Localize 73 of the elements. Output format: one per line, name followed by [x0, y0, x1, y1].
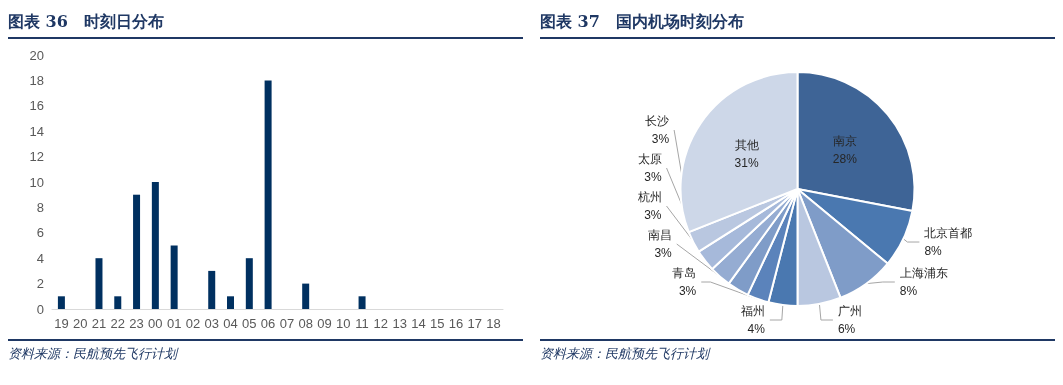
bar: [358, 296, 366, 309]
data-label: 3%: [678, 284, 697, 298]
y-tick-label: 14: [29, 123, 44, 139]
bar: [95, 258, 103, 309]
text: 资料来源：民航预先飞行计划: [540, 346, 709, 361]
data-label: 6%: [837, 322, 856, 336]
x-tick-label: 09: [317, 316, 332, 331]
bar: [227, 296, 235, 309]
x-tick-label: 21: [91, 316, 107, 331]
slice-label: 杭州: [636, 190, 662, 204]
bar: [57, 296, 65, 309]
data-label: 28%: [832, 151, 858, 166]
x-tick-label: 17: [467, 316, 483, 331]
x-tick-label: 07: [279, 316, 295, 331]
data-label: 8%: [924, 244, 943, 259]
y-tick-label: 8: [36, 199, 44, 215]
slice-label: 长沙: [645, 114, 670, 128]
x-tick-label: 06: [260, 316, 276, 331]
bar: [170, 245, 178, 309]
data-label: 3%: [644, 208, 662, 222]
y-tick-label: 10: [29, 174, 44, 190]
data-label: 4%: [747, 322, 766, 336]
x-tick-label: 11: [355, 316, 369, 331]
data-label: 3%: [644, 170, 662, 184]
slice-label: 上海浦东: [899, 266, 948, 280]
y-tick-label: 2: [36, 276, 44, 292]
x-tick-label: 10: [336, 316, 351, 331]
x-tick-label: 12: [373, 316, 389, 331]
y-tick-label: 18: [29, 72, 44, 88]
y-tick-label: 12: [29, 149, 44, 165]
bar: [151, 182, 159, 309]
slice-label: 南昌: [647, 228, 672, 242]
text: 资料来源：民航预先飞行计划: [8, 346, 177, 361]
x-tick-label: 00: [148, 316, 163, 331]
y-tick-label: 6: [36, 225, 44, 241]
x-tick-label: 14: [411, 316, 426, 331]
x-tick-label: 23: [129, 316, 144, 331]
x-tick-label: 03: [204, 316, 219, 331]
slice-label: 广州: [837, 304, 862, 318]
bar: [245, 258, 253, 309]
x-tick-label: 05: [242, 316, 257, 331]
bar: [133, 194, 141, 309]
data-label: 31%: [734, 156, 759, 171]
x-tick-label: 16: [448, 316, 464, 331]
bar: [208, 270, 216, 309]
x-tick-label: 04: [223, 316, 238, 331]
chart-title: 图表 37 国内机场时刻分布: [540, 8, 1055, 39]
slice-label: 福州: [740, 304, 765, 318]
chart-title: 图表 36 时刻日分布: [8, 8, 523, 39]
slice-label: 南京: [832, 133, 857, 148]
y-tick-label: 4: [36, 250, 44, 266]
bar: [114, 296, 122, 309]
x-tick-label: 20: [72, 316, 88, 331]
data-label: 3%: [651, 132, 670, 146]
data-label: 3%: [654, 246, 673, 260]
data-label: 8%: [899, 284, 918, 298]
x-tick-label: 19: [54, 316, 69, 331]
x-tick-label: 22: [110, 316, 126, 331]
x-tick-label: 15: [429, 316, 445, 331]
x-tick-label: 13: [392, 316, 407, 331]
bar: [264, 80, 272, 309]
x-tick-label: 08: [298, 316, 313, 331]
y-tick-label: 0: [36, 301, 44, 317]
slice-label: 太原: [637, 152, 662, 166]
slice-label: 其他: [734, 138, 759, 153]
slice-label: 青岛: [672, 266, 697, 280]
x-tick-label: 18: [486, 316, 501, 331]
x-tick-label: 02: [185, 316, 201, 331]
x-tick-label: 01: [166, 316, 182, 331]
bar: [302, 283, 310, 309]
slice-label: 北京首都: [924, 226, 973, 241]
y-tick-label: 20: [29, 47, 44, 63]
y-tick-label: 16: [29, 98, 44, 114]
